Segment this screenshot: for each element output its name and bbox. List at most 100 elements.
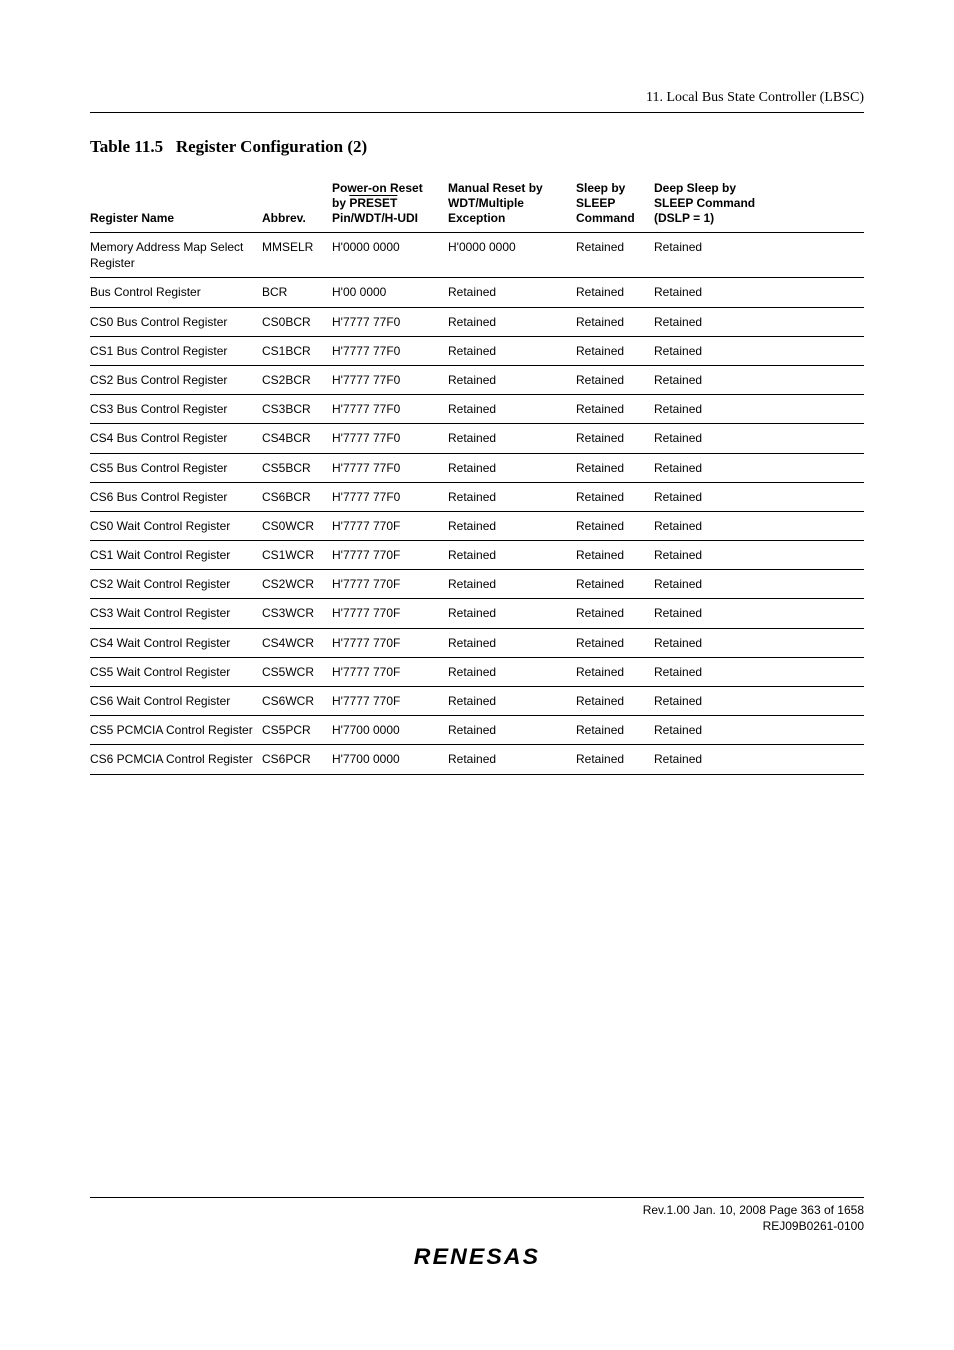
cell-deep: Retained [654, 745, 864, 774]
table-row: CS4 Wait Control RegisterCS4WCRH'7777 77… [90, 628, 864, 657]
cell-name: CS4 Wait Control Register [90, 628, 262, 657]
table-body: Memory Address Map Select RegisterMMSELR… [90, 233, 864, 775]
section-label: 11. Local Bus State Controller (LBSC) [646, 90, 864, 105]
cell-mr: Retained [448, 716, 576, 745]
table-row: Bus Control RegisterBCRH'00 0000 Retained… [90, 278, 864, 307]
cell-sleep: Retained [576, 482, 654, 511]
cell-deep: Retained [654, 233, 864, 278]
cell-por: H'00 0000 [332, 278, 448, 307]
renesas-logo: RENESAS [71, 1244, 884, 1270]
table-row: CS0 Wait Control RegisterCS0WCRH'7777 77… [90, 511, 864, 540]
cell-deep: Retained [654, 482, 864, 511]
table-row: CS2 Bus Control RegisterCS2BCRH'7777 77F… [90, 365, 864, 394]
cell-por: H'7777 77F0 [332, 482, 448, 511]
table-row: CS3 Bus Control RegisterCS3BCRH'7777 77F… [90, 395, 864, 424]
cell-deep: Retained [654, 628, 864, 657]
col-header-name: Register Name [90, 175, 262, 233]
cell-sleep: Retained [576, 628, 654, 657]
col-header-sleep-l2: SLEEP [576, 196, 615, 210]
cell-name: Bus Control Register [90, 278, 262, 307]
cell-abbrev: BCR [262, 278, 332, 307]
cell-mr: Retained [448, 453, 576, 482]
table-row: CS0 Bus Control RegisterCS0BCRH'7777 77F… [90, 307, 864, 336]
cell-name: CS3 Wait Control Register [90, 599, 262, 628]
cell-mr: Retained [448, 482, 576, 511]
cell-name: CS5 Wait Control Register [90, 657, 262, 686]
cell-sleep: Retained [576, 657, 654, 686]
cell-abbrev: CS6BCR [262, 482, 332, 511]
footer-line1: Rev.1.00 Jan. 10, 2008 Page 363 of 1658 [643, 1203, 864, 1217]
cell-abbrev: MMSELR [262, 233, 332, 278]
cell-mr: Retained [448, 628, 576, 657]
cell-mr: Retained [448, 745, 576, 774]
cell-por: H'7777 77F0 [332, 453, 448, 482]
cell-mr: Retained [448, 511, 576, 540]
cell-sleep: Retained [576, 424, 654, 453]
col-header-abbrev: Abbrev. [262, 175, 332, 233]
col-header-deep-l2: SLEEP Command [654, 196, 755, 210]
cell-sleep: Retained [576, 278, 654, 307]
col-header-por-l2b: PRESET [349, 196, 397, 210]
cell-sleep: Retained [576, 716, 654, 745]
col-header-abbrev-text: Abbrev. [262, 211, 306, 225]
cell-name: CS2 Bus Control Register [90, 365, 262, 394]
cell-name: CS6 Wait Control Register [90, 687, 262, 716]
table-header-row: Register Name Abbrev. Power-on Reset by … [90, 175, 864, 233]
cell-mr: H'0000 0000 [448, 233, 576, 278]
col-header-sleep-l1: Sleep by [576, 181, 625, 195]
cell-abbrev: CS2WCR [262, 570, 332, 599]
cell-por: H'7700 0000 [332, 716, 448, 745]
cell-abbrev: CS5WCR [262, 657, 332, 686]
cell-deep: Retained [654, 307, 864, 336]
table-row: CS1 Bus Control RegisterCS1BCRH'7777 77F… [90, 336, 864, 365]
cell-deep: Retained [654, 395, 864, 424]
table-row: CS4 Bus Control RegisterCS4BCRH'7777 77F… [90, 424, 864, 453]
table-row: CS1 Wait Control RegisterCS1WCRH'7777 77… [90, 541, 864, 570]
col-header-por-l2a: by [332, 196, 349, 210]
cell-name: CS4 Bus Control Register [90, 424, 262, 453]
col-header-sleep: Sleep by SLEEP Command [576, 175, 654, 233]
col-header-por: Power-on Reset by PRESET Pin/WDT/H-UDI [332, 175, 448, 233]
cell-abbrev: CS5PCR [262, 716, 332, 745]
cell-name: CS3 Bus Control Register [90, 395, 262, 424]
cell-abbrev: CS6WCR [262, 687, 332, 716]
cell-sleep: Retained [576, 599, 654, 628]
cell-por: H'7777 77F0 [332, 395, 448, 424]
cell-mr: Retained [448, 687, 576, 716]
table-row: CS5 PCMCIA Control RegisterCS5PCRH'7700 … [90, 716, 864, 745]
cell-por: H'7777 77F0 [332, 365, 448, 394]
col-header-por-l3: Pin/WDT/H-UDI [332, 211, 418, 225]
cell-mr: Retained [448, 570, 576, 599]
cell-sleep: Retained [576, 307, 654, 336]
cell-abbrev: CS6PCR [262, 745, 332, 774]
table-row: CS5 Wait Control RegisterCS5WCRH'7777 77… [90, 657, 864, 686]
renesas-logo-text: RENESAS [414, 1244, 540, 1269]
cell-por: H'7777 770F [332, 687, 448, 716]
cell-sleep: Retained [576, 233, 654, 278]
cell-name: Memory Address Map Select Register [90, 233, 262, 278]
cell-por: H'7777 770F [332, 657, 448, 686]
col-header-deep-l1: Deep Sleep by [654, 181, 736, 195]
cell-mr: Retained [448, 657, 576, 686]
cell-deep: Retained [654, 657, 864, 686]
register-config-table: Register Name Abbrev. Power-on Reset by … [90, 175, 864, 775]
cell-name: CS5 Bus Control Register [90, 453, 262, 482]
cell-deep: Retained [654, 716, 864, 745]
cell-deep: Retained [654, 336, 864, 365]
cell-deep: Retained [654, 570, 864, 599]
table-row: CS6 Wait Control RegisterCS6WCRH'7777 77… [90, 687, 864, 716]
cell-por: H'7777 770F [332, 599, 448, 628]
cell-deep: Retained [654, 511, 864, 540]
table-row: CS2 Wait Control RegisterCS2WCRH'7777 77… [90, 570, 864, 599]
cell-abbrev: CS3BCR [262, 395, 332, 424]
cell-name: CS0 Wait Control Register [90, 511, 262, 540]
cell-mr: Retained [448, 336, 576, 365]
cell-sleep: Retained [576, 395, 654, 424]
footer-rule [90, 1197, 864, 1198]
col-header-sleep-l3: Command [576, 211, 635, 225]
col-header-por-l1: Power-on Reset [332, 181, 423, 195]
cell-abbrev: CS0WCR [262, 511, 332, 540]
cell-por: H'7777 77F0 [332, 336, 448, 365]
cell-abbrev: CS4WCR [262, 628, 332, 657]
cell-por: H'7777 77F0 [332, 307, 448, 336]
